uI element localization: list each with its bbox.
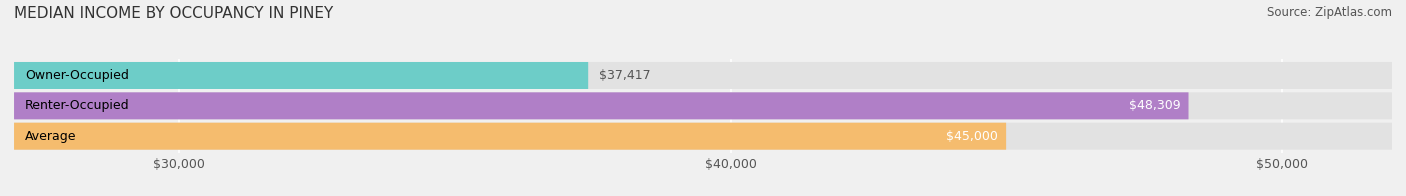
Text: Average: Average bbox=[25, 130, 76, 143]
Text: $45,000: $45,000 bbox=[946, 130, 998, 143]
FancyBboxPatch shape bbox=[14, 123, 1007, 150]
FancyBboxPatch shape bbox=[14, 123, 1392, 150]
Text: Source: ZipAtlas.com: Source: ZipAtlas.com bbox=[1267, 6, 1392, 19]
Text: Renter-Occupied: Renter-Occupied bbox=[25, 99, 129, 112]
Text: $37,417: $37,417 bbox=[599, 69, 651, 82]
FancyBboxPatch shape bbox=[14, 92, 1392, 119]
FancyBboxPatch shape bbox=[14, 62, 588, 89]
Text: $48,309: $48,309 bbox=[1129, 99, 1180, 112]
Text: MEDIAN INCOME BY OCCUPANCY IN PINEY: MEDIAN INCOME BY OCCUPANCY IN PINEY bbox=[14, 6, 333, 21]
Text: Owner-Occupied: Owner-Occupied bbox=[25, 69, 129, 82]
FancyBboxPatch shape bbox=[14, 92, 1188, 119]
FancyBboxPatch shape bbox=[14, 62, 1392, 89]
